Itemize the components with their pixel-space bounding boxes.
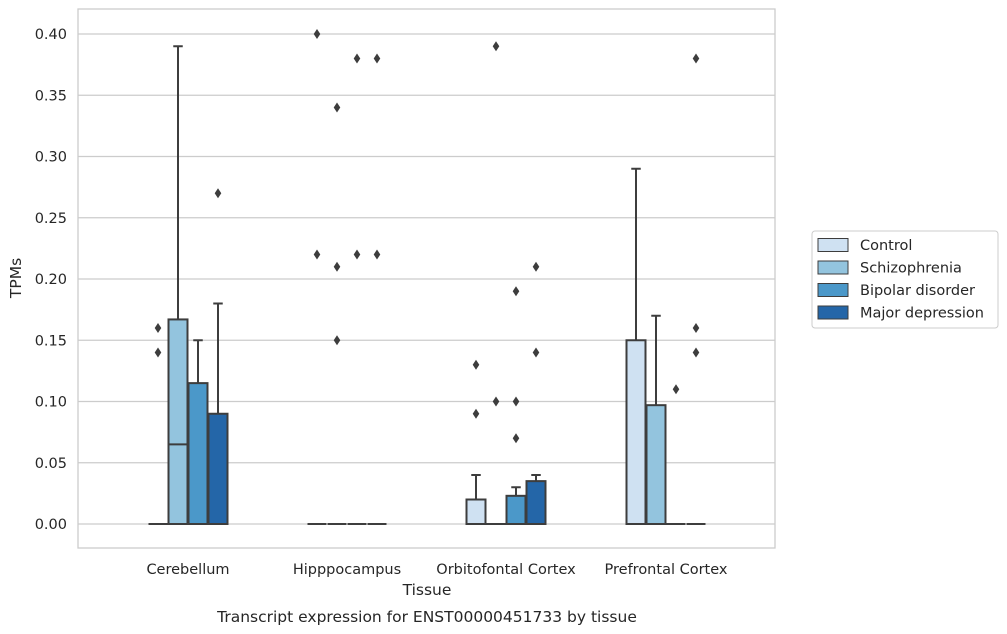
outlier-point: [692, 323, 700, 333]
box-major-depression: [686, 53, 706, 525]
legend-swatch: [817, 283, 849, 297]
box-body: [465, 498, 487, 525]
outlier-point: [353, 249, 361, 260]
box-schizophrenia: [167, 45, 189, 525]
box-control: [307, 29, 327, 525]
legend-swatch: [817, 238, 849, 252]
box-body: [207, 412, 229, 525]
box-schizophrenia: [645, 314, 667, 525]
outlier-point: [373, 249, 381, 260]
box-control: [148, 323, 168, 525]
y-tick-label: 0.15: [35, 333, 67, 349]
outlier-point: [512, 286, 520, 297]
box-major-depression: [367, 53, 387, 525]
legend-swatch: [817, 305, 849, 320]
legend-label: Bipolar disorder: [860, 283, 975, 299]
outlier-point: [532, 347, 540, 358]
outlier-point: [672, 384, 680, 395]
legend-label: Schizophrenia: [860, 261, 962, 277]
box-body: [167, 318, 189, 525]
legend-frame: [811, 230, 999, 329]
outlier-point: [353, 53, 361, 64]
outlier-point: [472, 359, 480, 370]
outlier-point: [472, 408, 480, 419]
box-major-depression: [207, 188, 229, 525]
box-control: [625, 167, 647, 525]
box-body: [505, 494, 527, 526]
box-major-depression: [525, 261, 547, 525]
y-tick-label: 0.00: [35, 517, 67, 533]
outlier-point: [313, 29, 321, 39]
y-tick-label: 0.10: [35, 395, 67, 411]
outlier-point: [692, 53, 700, 64]
box-bipolar-disorder: [347, 53, 367, 525]
outlier-point: [214, 188, 222, 199]
legend-swatch: [817, 260, 849, 275]
outlier-point: [532, 261, 540, 272]
y-tick-label: 0.25: [35, 211, 67, 227]
outlier-point: [492, 41, 500, 52]
box-bipolar-disorder: [187, 339, 209, 525]
legend-label: Control: [860, 238, 912, 254]
box-body: [645, 404, 667, 525]
box-schizophrenia: [327, 102, 347, 525]
outlier-point: [154, 347, 162, 358]
y-tick-label: 0.30: [35, 150, 67, 166]
x-axis-label: Tissue: [402, 581, 452, 599]
box-body: [525, 480, 547, 525]
x-tick-label: Orbitofontal Cortex: [436, 562, 576, 578]
box-body: [625, 339, 647, 525]
y-tick-label: 0.40: [35, 27, 67, 43]
box-schizophrenia: [486, 41, 506, 525]
x-tick-label: Hipppocampus: [293, 562, 401, 578]
y-axis-label: TPMs: [7, 258, 25, 299]
legend: Control Schizophrenia Bipolar disorder Majo…: [811, 230, 999, 329]
y-tick-labels: 0.00 0.05 0.10 0.15 0.20 0.25 0.30 0.35 0.40: [35, 27, 67, 533]
y-tick-label: 0.05: [35, 456, 67, 472]
x-tick-label: Prefrontal Cortex: [605, 562, 728, 578]
chart-title: Transcript expression for ENST0000045173…: [216, 608, 637, 626]
outlier-point: [692, 347, 700, 358]
x-tick-label: Cerebellum: [146, 562, 229, 578]
outlier-point: [313, 249, 321, 260]
legend-items: Control Schizophrenia Bipolar disorder Majo…: [817, 238, 984, 322]
boxes-layer: [148, 29, 706, 526]
outlier-point: [333, 102, 341, 113]
box-bipolar-disorder: [505, 286, 527, 526]
outlier-point: [333, 335, 341, 346]
outlier-point: [333, 261, 341, 272]
box-bipolar-disorder: [666, 384, 686, 525]
y-tick-label: 0.35: [35, 88, 67, 104]
x-tick-labels: Cerebellum Hipppocampus Orbitofontal Corte…: [146, 562, 727, 578]
y-tick-label: 0.20: [35, 272, 67, 288]
outlier-point: [154, 323, 162, 333]
box-control: [465, 359, 487, 525]
outlier-point: [492, 396, 500, 407]
outlier-point: [373, 53, 381, 64]
legend-label: Major depression: [860, 306, 984, 322]
box-body: [187, 382, 209, 525]
outlier-point: [512, 433, 520, 444]
plot-area-frame: [77, 8, 776, 549]
outlier-point: [512, 396, 520, 407]
